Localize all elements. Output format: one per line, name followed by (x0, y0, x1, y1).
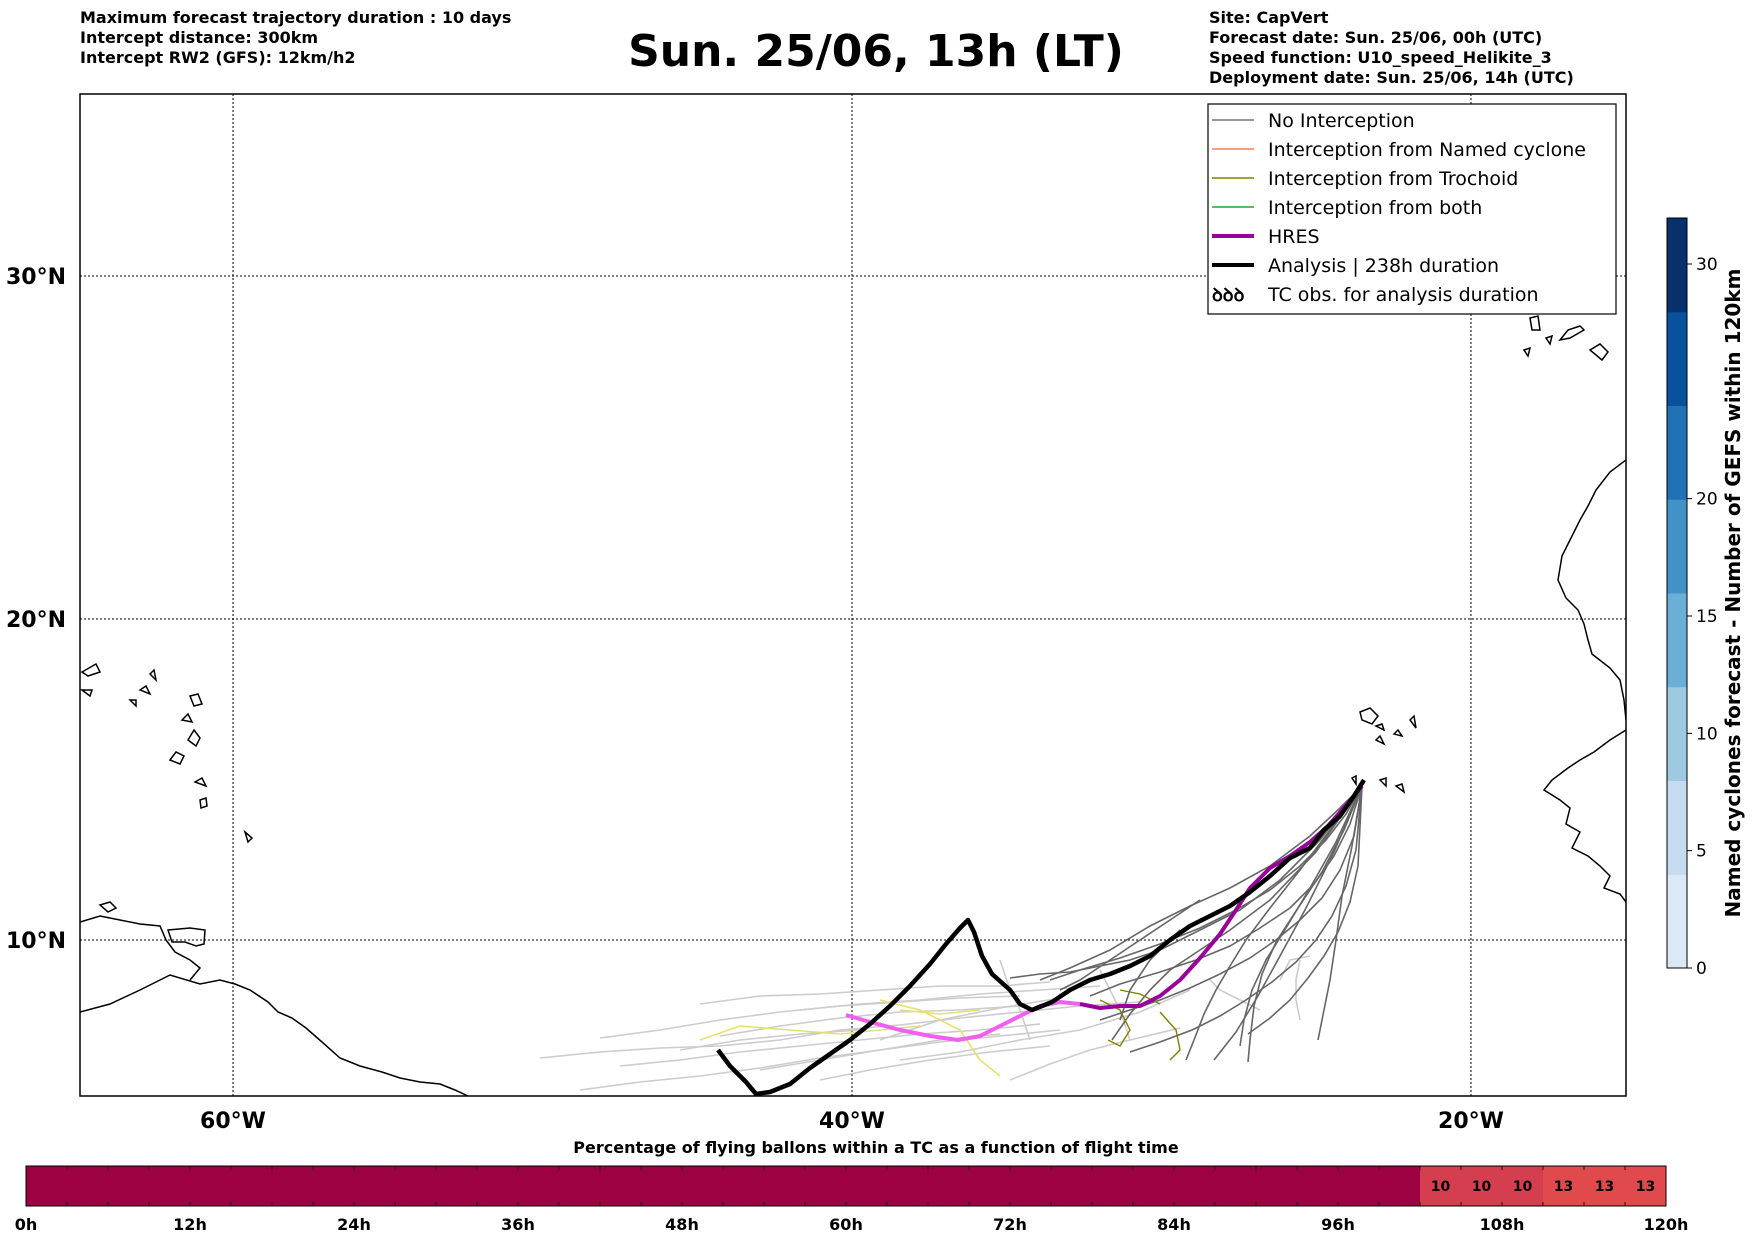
time-bar-cell (1625, 1166, 1666, 1206)
time-bar-value: 10 (1513, 1179, 1533, 1195)
time-bar-cell (26, 1166, 1420, 1206)
time-label: 96h (1321, 1215, 1355, 1234)
time-bar-value: 13 (1595, 1179, 1614, 1195)
time-bar-cell (1420, 1166, 1461, 1206)
header-left-line: Maximum forecast trajectory duration : 1… (80, 8, 512, 27)
trajectories-yellow (699, 999, 1001, 1077)
header-left-line: Intercept RW2 (GFS): 12km/h2 (80, 48, 356, 67)
colorbar-tick-label: 20 (1696, 490, 1718, 510)
colorbar-frame (1666, 217, 1688, 969)
header-left-line: Intercept distance: 300km (80, 28, 319, 47)
coast-islands-caribbean (80, 662, 254, 913)
legend-frame (1207, 103, 1617, 315)
colorbar-label: Named cyclones forecast - Number of GEFS… (1721, 269, 1745, 918)
colorbar-cell (1667, 499, 1687, 594)
legend-label: Interception from both (1268, 197, 1482, 219)
lat-label: 30°N (6, 265, 66, 290)
colorbar-cell (1667, 311, 1687, 406)
analysis-track (716, 778, 1366, 1096)
coast-canary-islands (1522, 315, 1609, 362)
legend-label: Analysis | 238h duration (1268, 255, 1499, 277)
time-label: 0h (15, 1215, 38, 1234)
lon-label: 60°W (200, 1109, 266, 1134)
page-title: Sun. 25/06, 13h (LT) (628, 26, 1124, 77)
legend: No Interception Interception from Named c… (1207, 103, 1617, 315)
colorbar-cell (1667, 405, 1687, 500)
legend-label: Interception from Trochoid (1268, 168, 1518, 190)
lon-label: 40°W (819, 1109, 885, 1134)
time-bar-cell (1584, 1166, 1625, 1206)
header-right-line: Speed function: U10_speed_Helikite_3 (1209, 48, 1552, 67)
coast-west-africa (1557, 459, 1626, 721)
colorbar-cell (1667, 593, 1687, 688)
time-bar-title: Percentage of flying ballons within a TC… (573, 1138, 1179, 1157)
time-label: 36h (501, 1215, 535, 1234)
coast-south-america (80, 974, 469, 1096)
colorbar-cell (1667, 874, 1687, 969)
coast-west-africa-south (1542, 729, 1626, 903)
header-left: Maximum forecast trajectory duration : 1… (80, 8, 511, 68)
header-right-line: Deployment date: Sun. 25/06, 14h (UTC) (1209, 68, 1574, 87)
colorbar-cell (1667, 686, 1687, 781)
time-bar-value: 10 (1472, 1179, 1492, 1195)
coast-venezuela-north (80, 915, 202, 981)
time-label: 84h (1157, 1215, 1191, 1234)
time-bar: 10 10 10 13 13 13 0h 12h 24h 36h 48h 60h 72h 84h 96h 1… (15, 1165, 1689, 1234)
time-label: 60h (829, 1215, 863, 1234)
colorbar-cell (1667, 218, 1687, 313)
map-gridlines (80, 94, 1626, 1096)
cyclone-colorbar: 0 5 10 15 20 30 Named cyclones forecast - Num… (1666, 217, 1745, 979)
header-right: Site: CapVert Forecast date: Sun. 25/06,… (1209, 8, 1574, 88)
time-bar-cell (1461, 1166, 1502, 1206)
colorbar-tick-label: 30 (1696, 255, 1718, 275)
time-label: 72h (993, 1215, 1027, 1234)
legend-label: TC obs. for analysis duration (1267, 284, 1539, 306)
time-label: 24h (337, 1215, 371, 1234)
lon-label: 20°W (1438, 1109, 1504, 1134)
legend-label: HRES (1268, 226, 1320, 248)
coast-trinidad (166, 927, 206, 947)
lat-label: 20°N (6, 608, 66, 633)
time-label: 48h (665, 1215, 699, 1234)
time-bar-value: 10 (1431, 1179, 1451, 1195)
time-bar-value: 13 (1554, 1179, 1573, 1195)
colorbar-cell (1667, 780, 1687, 875)
time-label: 108h (1480, 1215, 1525, 1234)
legend-label: No Interception (1268, 110, 1415, 132)
colorbar-tick-label: 5 (1696, 842, 1707, 862)
colorbar-tick-label: 15 (1696, 607, 1718, 627)
colorbar-tick-label: 10 (1696, 724, 1718, 744)
time-bar-cell (1502, 1166, 1543, 1206)
time-label: 120h (1644, 1215, 1689, 1234)
coast-cape-verde (1350, 707, 1417, 794)
time-bar-cell (1543, 1166, 1584, 1206)
lat-label: 10°N (6, 929, 66, 954)
header-right-line: Forecast date: Sun. 25/06, 00h (UTC) (1209, 28, 1543, 47)
legend-label: Interception from Named cyclone (1268, 139, 1586, 161)
tc-symbol-icon: ꝺꝺꝺ (1212, 285, 1245, 306)
time-bar-frame (25, 1165, 1667, 1207)
coastlines (80, 315, 1626, 1096)
colorbar-tick-label: 0 (1696, 959, 1707, 979)
time-label: 12h (173, 1215, 207, 1234)
time-bar-value: 13 (1636, 1179, 1655, 1195)
header-right-line: Site: CapVert (1209, 8, 1329, 27)
